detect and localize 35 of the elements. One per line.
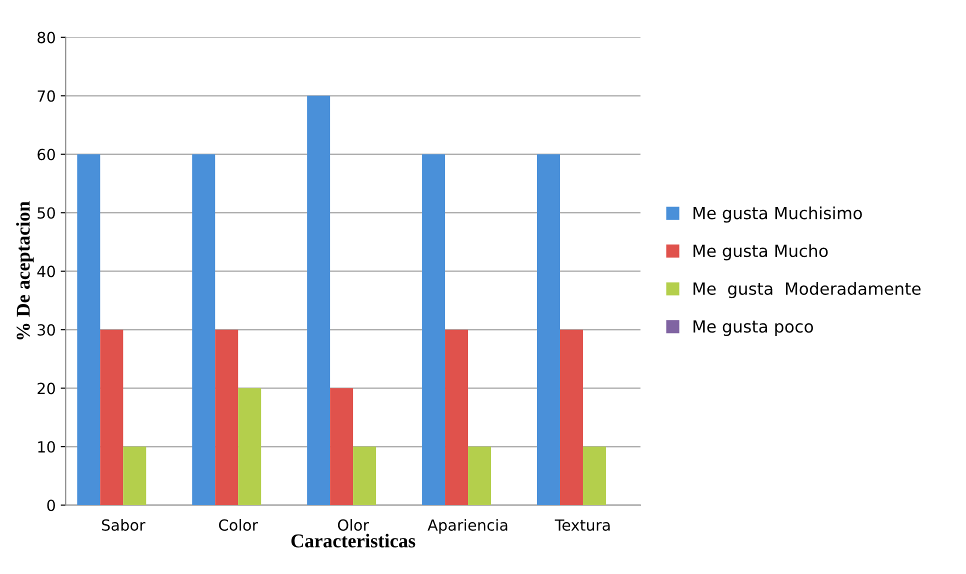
- y-tick-label: 50: [38, 207, 55, 219]
- bar: [215, 330, 238, 506]
- bar: [537, 154, 560, 506]
- bar: [100, 330, 124, 506]
- x-axis-title: Caracteristicas: [291, 534, 416, 548]
- legend-label: Me gusta Moderadamente: [694, 282, 921, 298]
- bar: [77, 154, 100, 506]
- bar: [422, 154, 446, 506]
- y-tick-label: 80: [38, 32, 55, 44]
- bar: [192, 154, 216, 506]
- x-tick-label: Textura: [554, 519, 610, 531]
- bar: [307, 96, 330, 506]
- x-tick-label: Apariencia: [428, 519, 508, 534]
- x-tick-label: Olor: [338, 519, 370, 531]
- y-tick-label: 60: [38, 148, 55, 160]
- bar: [560, 330, 583, 506]
- y-tick-label: 10: [38, 441, 55, 453]
- x-tick-label: Sabor: [102, 519, 146, 531]
- legend-label: Me gusta poco: [694, 320, 813, 336]
- bar: [582, 446, 606, 506]
- y-tick-label: 40: [37, 266, 55, 278]
- y-tick-label: 30: [38, 324, 55, 336]
- bar: [330, 388, 354, 506]
- bar: [445, 330, 468, 506]
- legend-label: Me gusta Mucho: [694, 244, 828, 260]
- bar: [238, 388, 262, 506]
- legend-label: Me gusta Muchisimo: [694, 206, 862, 223]
- bar: [353, 446, 376, 506]
- y-axis-title: % De aceptacion: [16, 201, 34, 340]
- y-tick-label: 20: [38, 382, 55, 394]
- y-tick-label: 0: [47, 500, 55, 512]
- bar: [123, 446, 146, 506]
- y-tick-label: 70: [38, 90, 55, 102]
- bar: [468, 446, 492, 506]
- x-tick-label: Color: [219, 519, 258, 531]
